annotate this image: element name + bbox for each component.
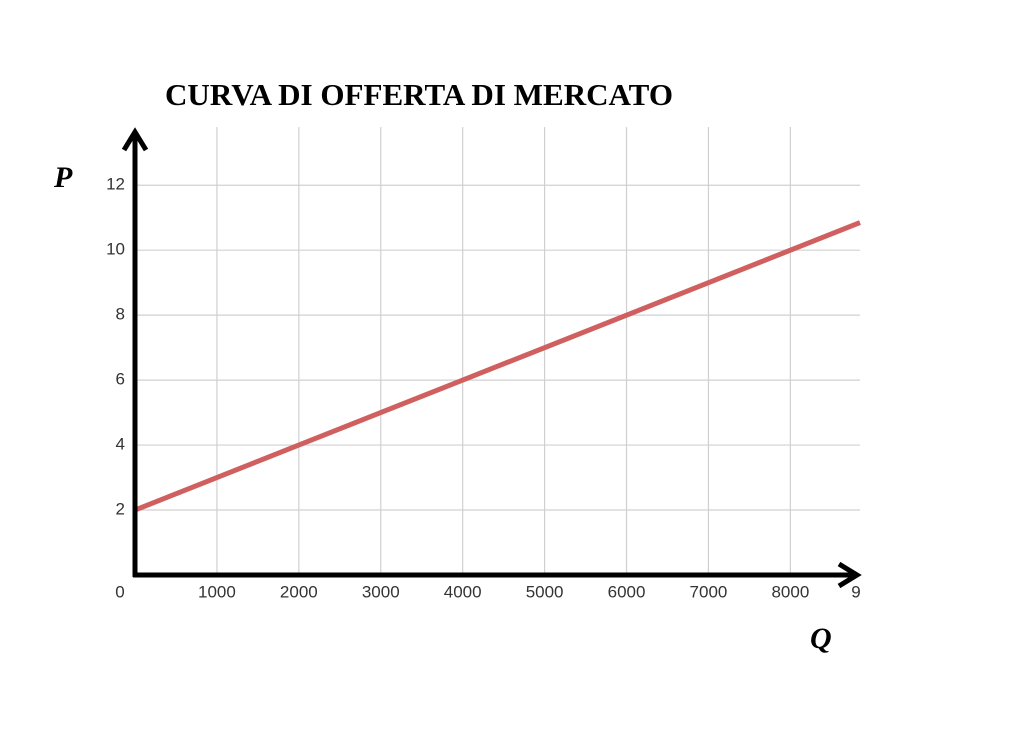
x-tick-label: 1000 bbox=[198, 582, 236, 601]
y-tick-label: 4 bbox=[116, 435, 125, 454]
plot-area: 2 4 6 8 10 12 0 1000 2000 3000 4000 5000 6000 7000 800… bbox=[106, 127, 861, 601]
x-tick-label: 9 bbox=[851, 582, 860, 601]
x-axis-arrow bbox=[837, 561, 862, 589]
x-axis-label: Q bbox=[810, 622, 832, 655]
x-tick-label: 6000 bbox=[608, 582, 646, 601]
x-tick-label: 2000 bbox=[280, 582, 318, 601]
x-tick-label: 4000 bbox=[444, 582, 482, 601]
y-tick-label: 6 bbox=[116, 370, 125, 389]
x-tick-label: 8000 bbox=[771, 582, 809, 601]
y-axis-arrow bbox=[121, 127, 149, 152]
x-tick-label: 5000 bbox=[526, 582, 564, 601]
y-tick-label: 8 bbox=[116, 305, 125, 324]
x-tick-label: 0 bbox=[115, 582, 124, 601]
x-tick-label: 7000 bbox=[690, 582, 728, 601]
y-tick-label: 2 bbox=[116, 500, 125, 519]
y-axis-label: P bbox=[53, 161, 73, 194]
y-tick-label: 12 bbox=[106, 175, 125, 194]
supply-line bbox=[134, 220, 861, 513]
x-tick-label: 3000 bbox=[362, 582, 400, 601]
y-tick-label: 10 bbox=[106, 240, 125, 259]
axes bbox=[121, 127, 862, 589]
chart-title: CURVA DI OFFERTA DI MERCATO bbox=[165, 77, 673, 112]
